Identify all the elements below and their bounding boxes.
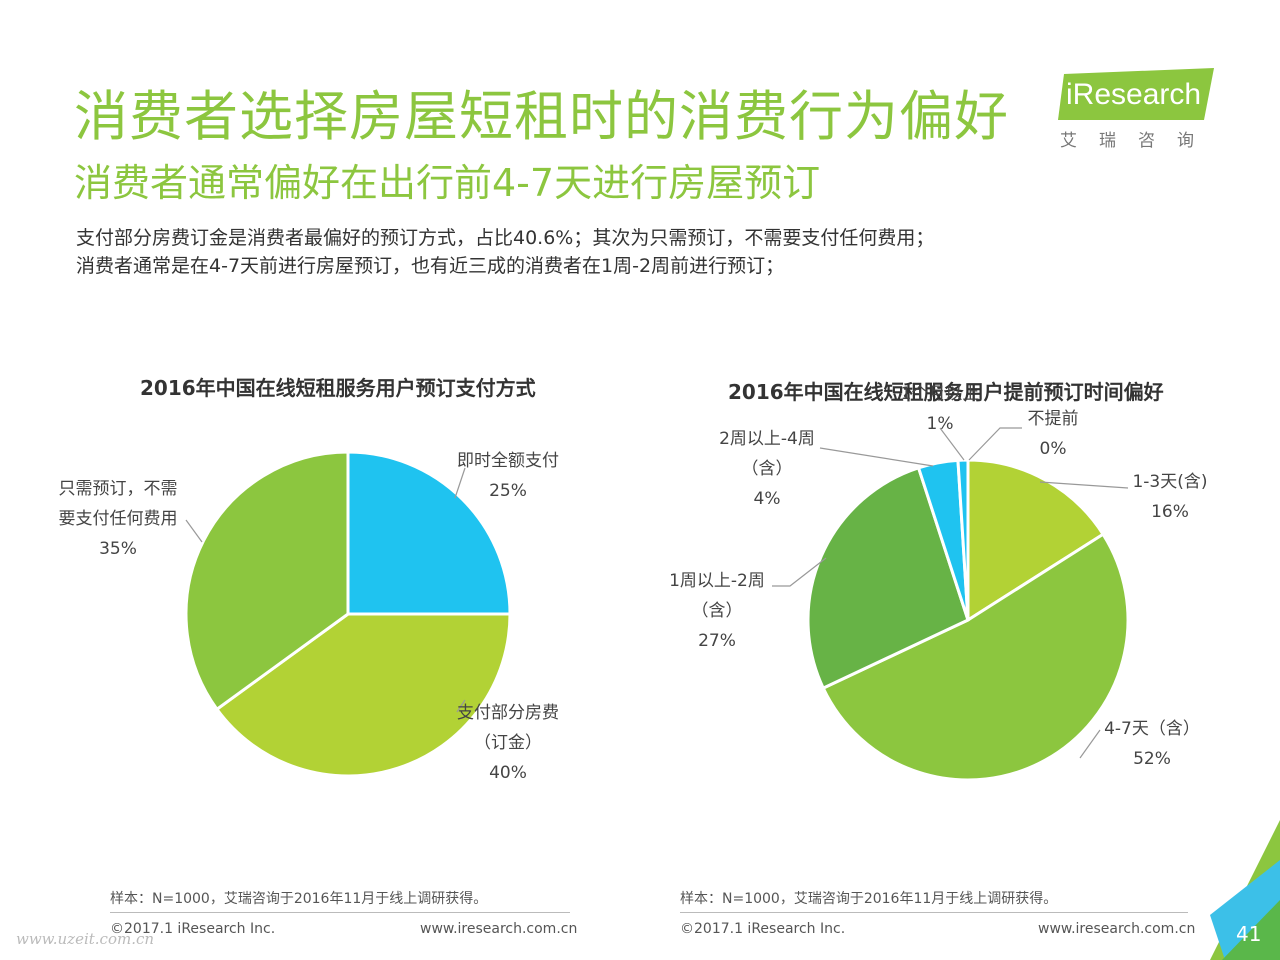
page-title: 消费者选择房屋短租时的消费行为偏好 <box>74 85 1009 148</box>
label-no-advance: 不提前 0% <box>973 404 1133 464</box>
leader-line-1 <box>456 699 466 713</box>
label-no-advance-line-1: 0% <box>1039 439 1067 459</box>
label-over-1-month-line-1: 1% <box>926 414 954 434</box>
label-full-payment: 即时全额支付 25% <box>428 446 588 506</box>
chart2-source-note: 样本：N=1000，艾瑞咨询于2016年11月于线上调研获得。 <box>680 891 1058 907</box>
logo-banner-shape <box>1058 68 1214 120</box>
label-2-4-weeks-line-2: 4% <box>753 489 781 509</box>
label-deposit-line-1: （订金） <box>474 733 542 753</box>
booking-slice-1 <box>966 458 1106 623</box>
chart2-title: 2016年中国在线短租服务用户提前预订时间偏好 <box>728 380 1164 404</box>
leader-lines <box>185 427 1129 759</box>
corner-decoration <box>1210 820 1280 960</box>
label-2-4-weeks: 2周以上-4周 （含） 4% <box>687 424 847 514</box>
label-1-3-days-line-1: 16% <box>1151 502 1189 522</box>
label-over-1-month: 1个月以上 1% <box>860 379 1020 439</box>
logo-subtitle: 艾瑞咨询 <box>1060 131 1216 151</box>
label-no-payment-line-0: 只需预订，不需 <box>58 479 178 499</box>
label-2-4-weeks-line-1: （含） <box>741 459 793 479</box>
page-subtitle: 消费者通常偏好在出行前4-7天进行房屋预订 <box>74 161 821 205</box>
pie-chart-booking-time <box>806 458 1130 782</box>
booking-slice-2 <box>821 532 1130 782</box>
leader-line-3 <box>968 427 1022 461</box>
booking-slice-3 <box>806 465 970 691</box>
footer-copyright-right: ©2017.1 iResearch Inc. <box>680 921 846 937</box>
label-deposit-line-2: 40% <box>489 763 527 783</box>
leader-line-0 <box>454 467 466 499</box>
label-1-2-weeks-line-0: 1周以上-2周 <box>669 571 765 591</box>
chart1-source-note: 样本：N=1000，艾瑞咨询于2016年11月于线上调研获得。 <box>110 891 488 907</box>
watermark: www.uzeit.com.cn <box>16 930 155 948</box>
leader-line-6 <box>772 557 827 587</box>
label-1-2-weeks-line-2: 27% <box>698 631 736 651</box>
leader-line-2 <box>185 519 203 543</box>
label-4-7-days-line-1: 52% <box>1133 749 1171 769</box>
chart1-title: 2016年中国在线短租服务用户预订支付方式 <box>140 376 536 400</box>
payment-slice-0 <box>346 450 512 616</box>
payment-slice-2 <box>184 450 350 712</box>
label-no-payment: 只需预订，不需 要支付任何费用 35% <box>38 474 198 564</box>
label-1-2-weeks: 1周以上-2周 （含） 27% <box>637 566 797 656</box>
leader-line-4 <box>1039 481 1129 489</box>
page-number: 41 <box>1236 922 1262 946</box>
summary-line-1: 支付部分房费订金是消费者最偏好的预订方式，占比40.6%；其次为只需预订，不需要… <box>76 227 935 249</box>
footer-copyright-left: ©2017.1 iResearch Inc. <box>110 921 276 937</box>
label-4-7-days: 4-7天（含） 52% <box>1072 714 1232 774</box>
label-2-4-weeks-line-0: 2周以上-4周 <box>719 429 815 449</box>
payment-slice-1 <box>214 612 512 778</box>
label-over-1-month-line-0: 1个月以上 <box>900 384 980 404</box>
summary-line-2: 消费者通常是在4-7天前进行房屋预订，也有近三成的消费者在1周-2周前进行预订； <box>76 255 785 277</box>
footer-url-left[interactable]: www.iresearch.com.cn <box>420 921 578 937</box>
label-no-payment-line-2: 35% <box>99 539 137 559</box>
footer-divider-left <box>110 912 570 913</box>
iresearch-logo: iResearch 艾瑞咨询 <box>1058 68 1218 151</box>
label-4-7-days-line-0: 4-7天（含） <box>1104 719 1200 739</box>
summary-text: 支付部分房费订金是消费者最偏好的预订方式，占比40.6%；其次为只需预订，不需要… <box>76 224 1076 280</box>
label-deposit-line-0: 支付部分房费 <box>457 703 559 723</box>
leader-line-5 <box>1079 729 1101 759</box>
footer-divider-right <box>680 912 1188 913</box>
label-no-advance-line-0: 不提前 <box>1027 409 1079 429</box>
leader-line-7 <box>819 447 934 467</box>
label-deposit: 支付部分房费 （订金） 40% <box>428 698 588 788</box>
label-no-payment-line-1: 要支付任何费用 <box>58 509 178 529</box>
label-1-3-days-line-0: 1-3天(含) <box>1132 472 1208 492</box>
pie-chart-payment <box>184 450 512 778</box>
booking-slice-5 <box>956 458 970 621</box>
footer-url-right[interactable]: www.iresearch.com.cn <box>1038 921 1196 937</box>
label-full-payment-line-1: 25% <box>489 481 527 501</box>
label-full-payment-line-0: 即时全额支付 <box>457 451 559 471</box>
label-1-3-days: 1-3天(含) 16% <box>1090 467 1250 527</box>
leader-line-8 <box>939 427 965 461</box>
label-1-2-weeks-line-1: （含） <box>691 601 743 621</box>
logo-text: iResearch <box>1066 78 1202 111</box>
